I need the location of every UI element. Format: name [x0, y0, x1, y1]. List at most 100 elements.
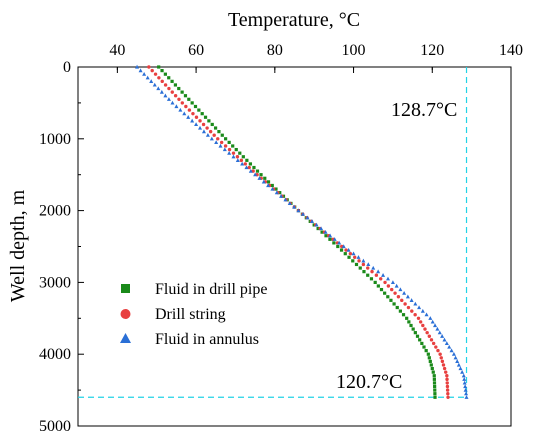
- data-point-square: [160, 68, 164, 73]
- data-point-square: [252, 165, 256, 170]
- data-point-square: [248, 162, 253, 166]
- data-point-square: [332, 241, 336, 245]
- data-point-triangle: [266, 183, 271, 188]
- data-point-circle: [198, 119, 202, 123]
- x-axis-label: Temperature, °C: [228, 9, 360, 31]
- data-point-triangle: [462, 380, 467, 385]
- data-point-circle: [163, 83, 168, 87]
- data-point-circle: [446, 395, 450, 399]
- data-point-circle: [239, 158, 244, 163]
- data-point-circle: [212, 133, 216, 137]
- data-point-square: [351, 259, 355, 263]
- data-point-triangle: [462, 377, 467, 381]
- data-point-triangle: [458, 366, 463, 371]
- data-point-triangle: [433, 323, 438, 328]
- data-point-circle: [440, 359, 445, 364]
- data-point-circle: [445, 384, 450, 389]
- data-point-triangle: [437, 330, 442, 335]
- data-point-square: [418, 338, 422, 342]
- legend-square-marker: [121, 284, 130, 293]
- data-point-triangle: [178, 107, 183, 112]
- data-point-triangle: [287, 201, 292, 206]
- series-annulus: [135, 64, 469, 399]
- data-point-square: [207, 119, 211, 123]
- data-point-triangle: [381, 273, 386, 277]
- data-point-square: [389, 298, 393, 302]
- data-point-circle: [374, 273, 379, 277]
- data-point-square: [358, 266, 362, 270]
- data-point-circle: [344, 248, 348, 252]
- data-point-circle: [153, 72, 158, 76]
- data-point-circle: [357, 259, 361, 263]
- data-point-circle: [445, 388, 450, 392]
- data-point-triangle: [170, 100, 175, 105]
- data-point-square: [320, 230, 324, 234]
- data-point-triangle: [435, 326, 440, 331]
- data-point-square: [238, 151, 242, 155]
- data-point-triangle: [451, 352, 456, 356]
- data-point-square: [362, 270, 366, 274]
- data-point-square: [433, 395, 437, 399]
- data-point-triangle: [152, 82, 157, 87]
- data-point-triangle: [461, 373, 466, 378]
- data-point-square: [432, 381, 437, 385]
- data-point-square: [234, 147, 238, 152]
- data-point-triangle: [420, 308, 425, 313]
- data-point-triangle: [464, 391, 469, 396]
- data-point-triangle: [186, 115, 191, 119]
- data-point-triangle: [248, 168, 253, 173]
- data-point-circle: [396, 295, 401, 299]
- data-point-square: [432, 374, 436, 378]
- data-point-square: [278, 191, 282, 195]
- data-point-circle: [170, 90, 174, 94]
- data-point-square: [245, 158, 249, 162]
- data-point-square: [407, 320, 411, 324]
- data-point-square: [433, 388, 437, 392]
- data-point-circle: [403, 302, 407, 306]
- data-point-triangle: [341, 244, 346, 249]
- reference-lines: [78, 67, 468, 398]
- data-point-square: [411, 327, 415, 331]
- data-point-circle: [247, 165, 251, 170]
- data-point-triangle: [218, 143, 223, 148]
- y-tick-label: 5000: [39, 418, 71, 435]
- data-point-triangle: [300, 211, 305, 216]
- y-tick-label: 4000: [39, 346, 71, 363]
- data-point-circle: [423, 327, 427, 331]
- data-point-square: [224, 137, 228, 141]
- data-point-triangle: [398, 287, 403, 292]
- y-tick-label: 0: [63, 59, 71, 76]
- data-point-circle: [446, 391, 450, 396]
- data-point-square: [227, 140, 231, 144]
- data-point-triangle: [447, 344, 452, 349]
- data-point-triangle: [366, 262, 371, 267]
- data-point-circle: [361, 262, 366, 267]
- data-point-square: [433, 392, 437, 396]
- data-point-triangle: [138, 68, 143, 73]
- legend-item-annulus: Fluid in annulus: [120, 331, 259, 348]
- data-point-triangle: [209, 136, 214, 141]
- legend-label-annulus: Fluid in annulus: [155, 331, 259, 348]
- data-point-square: [170, 79, 174, 83]
- data-point-circle: [445, 377, 449, 382]
- data-point-triangle: [356, 255, 361, 259]
- data-point-circle: [416, 316, 421, 320]
- data-point-square: [366, 273, 370, 277]
- data-point-circle: [366, 266, 370, 270]
- data-point-triangle: [464, 395, 469, 399]
- data-point-triangle: [156, 86, 161, 91]
- series-layer: [135, 64, 469, 399]
- data-point-square: [167, 76, 171, 80]
- data-point-circle: [201, 122, 206, 127]
- y-axis-label: Well depth, m: [7, 189, 29, 302]
- data-point-triangle: [270, 186, 275, 191]
- data-point-triangle: [235, 158, 240, 162]
- x-tick-label: 120: [420, 42, 444, 59]
- data-point-square: [190, 101, 194, 105]
- data-point-circle: [442, 366, 447, 371]
- data-point-triangle: [135, 64, 140, 69]
- data-point-circle: [219, 140, 224, 145]
- data-point-square: [241, 155, 245, 159]
- data-point-square: [328, 237, 332, 241]
- data-point-circle: [243, 162, 247, 166]
